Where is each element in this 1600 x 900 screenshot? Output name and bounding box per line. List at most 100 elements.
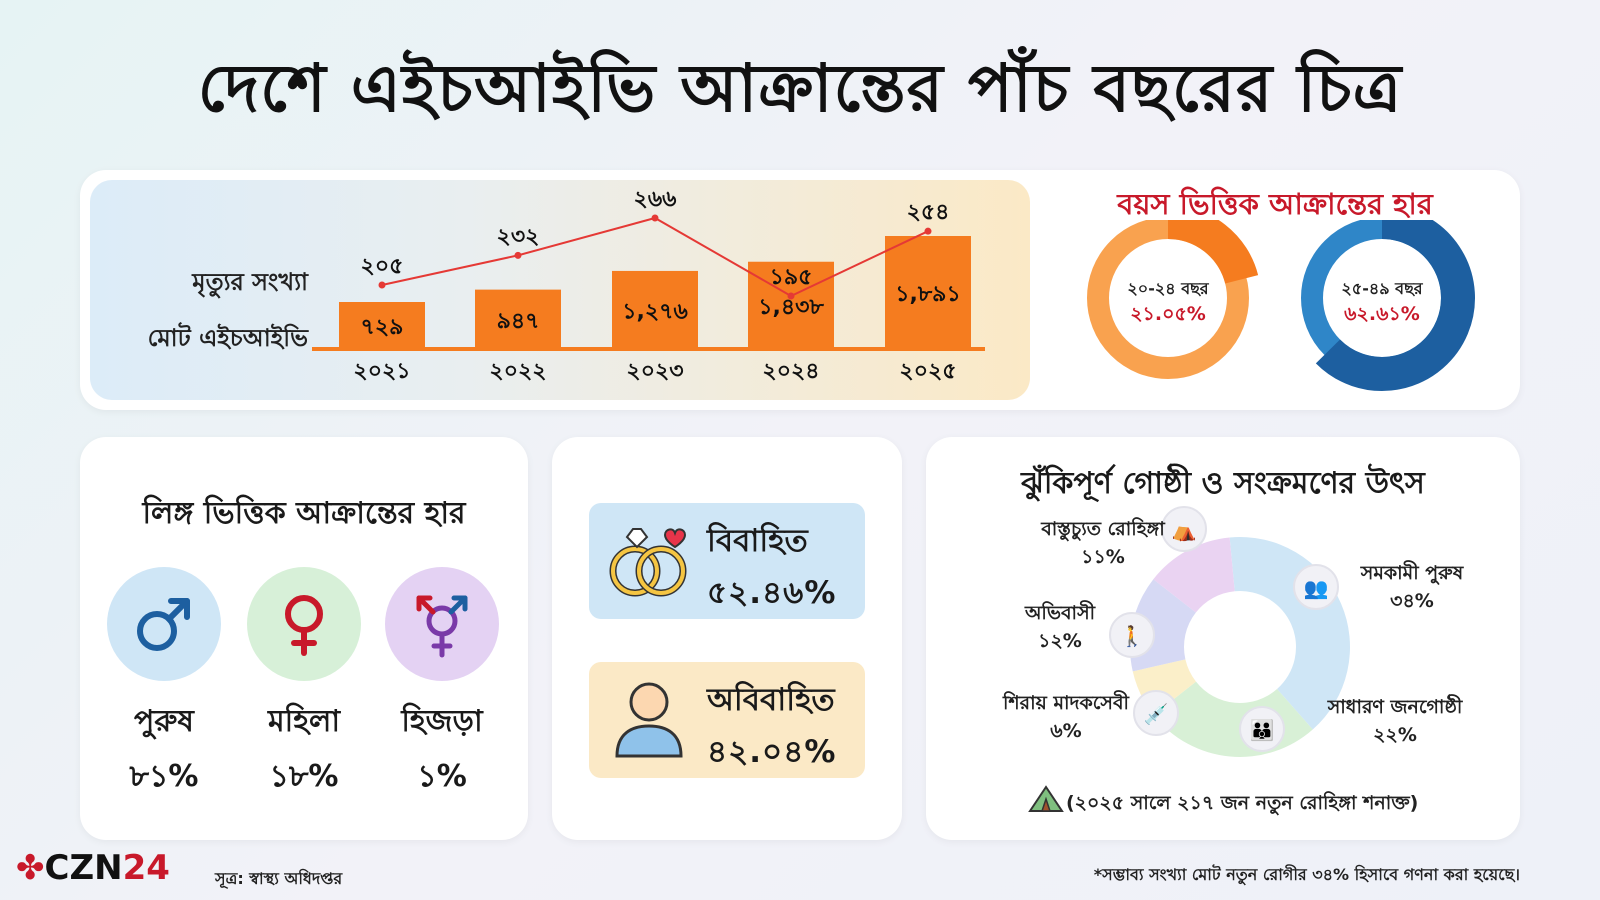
deaths-label-4: ২৫৪ — [907, 200, 950, 225]
transgender-circle — [385, 567, 499, 681]
people-group-badge-icon-bg — [1239, 706, 1285, 752]
gender-card: লিঙ্গ ভিত্তিক আক্রান্তের হার পুরুষ ৮১% ম… — [80, 437, 528, 840]
married-label: বিবাহিত — [707, 523, 808, 559]
deaths-point-0 — [378, 281, 386, 289]
general-name: সাধারণ জনগোষ্ঠী — [1327, 696, 1463, 718]
idu-name: শিরায় মাদকসেবী — [1003, 692, 1129, 714]
risk-chart-title: ঝুঁকিপূর্ণ গোষ্ঠী ও সংক্রমণের উৎস — [1021, 466, 1425, 501]
transgender-symbol-icon — [416, 595, 468, 658]
people-group-badge-icon: 👪 — [1250, 718, 1275, 742]
transgender-value: ১% — [417, 759, 467, 794]
year-label-3: ২০২৪ — [762, 359, 819, 384]
bar-label-0: ৭২৯ — [361, 315, 404, 340]
risk-label-migrant: অভিবাসী ১২% — [990, 599, 1130, 655]
footnote-text: *সম্ভাব্য সংখ্যা মোট নতুন রোগীর ৩৪% হিসা… — [1093, 865, 1520, 884]
rohingya-value: ১১% — [1081, 546, 1125, 568]
year-label-4: ২০২৫ — [899, 359, 956, 384]
source-text: সূত্র: স্বাস্থ্য অধিদপ্তর — [215, 869, 343, 888]
female-label: মহিলা — [267, 704, 341, 739]
deaths-point-3 — [787, 292, 795, 300]
gender-item-male: পুরুষ ৮১% — [104, 567, 224, 803]
unmarried-label: অবিবাহিত — [707, 682, 835, 718]
tent-badge-icon-bg — [1161, 506, 1207, 552]
risk-donut-chart: ⛺ 👥 👪 💉 🚶 — [1109, 506, 1350, 757]
syringe-badge-icon-bg — [1133, 690, 1179, 736]
female-symbol-icon — [285, 595, 323, 656]
migrant-badge-icon-bg — [1109, 612, 1155, 658]
wedding-rings-icon — [609, 528, 687, 597]
logo-num: 24 — [122, 848, 170, 888]
men-couple-badge-icon: 👥 — [1304, 576, 1329, 600]
male-symbol-icon — [137, 598, 190, 651]
bar-total-4 — [885, 236, 971, 348]
year-label-0: ২০২১ — [353, 359, 410, 384]
age-label-1: ২৫-৪৯ বছর — [1341, 279, 1423, 298]
age-donut-chart: ২০-২৪ বছর ২১.০৫% ২৫-৪৯ বছর ৬২.৬১% — [1087, 220, 1475, 391]
deaths-point-4 — [924, 227, 932, 235]
male-value: ৮১% — [129, 759, 199, 794]
age-arc-0 — [1167, 220, 1259, 285]
msm-name: সমকামী পুরুষ — [1360, 562, 1464, 584]
migrant-badge-icon: 🚶 — [1120, 624, 1145, 648]
age-value-0: ২১.০৫% — [1130, 303, 1206, 325]
czn24-logo: ✤CZN24 — [16, 848, 170, 888]
syringe-badge-icon: 💉 — [1144, 702, 1169, 726]
deaths-point-1 — [514, 251, 522, 259]
general-value: ২২% — [1373, 724, 1417, 746]
deaths-label-0: ২০৫ — [361, 254, 404, 279]
married-box: বিবাহিত ৫২.৪৬% — [589, 503, 865, 619]
idu-value: ৬% — [1050, 720, 1082, 742]
migrant-name: অভিবাসী — [1024, 602, 1096, 624]
deaths-label-1: ২৩২ — [497, 224, 540, 249]
bar-total-2 — [612, 270, 698, 348]
risk-label-idu: শিরায় মাদকসেবী ৬% — [976, 689, 1156, 745]
person-icon — [615, 682, 683, 758]
risk-slice-4 — [1153, 537, 1235, 613]
risk-label-msm: সমকামী পুরুষ ৩৪% — [1332, 559, 1492, 615]
page-title: দেশে এইচআইভি আক্রান্তের পাঁচ বছরের চিত্র — [197, 50, 1403, 127]
rohingya-name: বাস্তুচ্যুত রোহিঙ্গা — [1041, 518, 1165, 540]
male-label: পুরুষ — [134, 704, 194, 739]
risk-label-general: সাধারণ জনগোষ্ঠী ২২% — [1300, 693, 1490, 749]
bar-total-0 — [339, 302, 425, 348]
bar-label-2: ১,২৭৬ — [622, 299, 688, 324]
male-circle — [107, 567, 221, 681]
gender-item-female: মহিলা ১৮% — [244, 567, 364, 803]
age-hole-0 — [1111, 241, 1225, 355]
deaths-row-label: মৃত্যুর সংখ্যা — [192, 268, 308, 296]
year-label-2: ২০২৩ — [626, 359, 683, 384]
bar-total-3 — [748, 261, 834, 348]
age-chart-title: বয়স ভিত্তিক আক্রান্তের হার — [1117, 187, 1433, 221]
men-couple-badge-icon-bg — [1293, 564, 1339, 610]
age-hole-1 — [1325, 241, 1439, 355]
gender-item-transgender: হিজড়া ১% — [382, 567, 502, 803]
bar-label-4: ১,৮৯১ — [895, 282, 960, 307]
bar-label-1: ৯৪৭ — [497, 309, 540, 334]
logo-mark-icon: ✤ — [16, 848, 45, 888]
tent-badge-icon: ⛺ — [1172, 518, 1197, 542]
msm-value: ৩৪% — [1390, 590, 1434, 612]
total-row-label: মোট এইচআইভি — [147, 324, 308, 352]
logo-text: CZN — [44, 848, 123, 888]
transgender-label: হিজড়া — [401, 704, 483, 739]
risk-card: ঝুঁকিপূর্ণ গোষ্ঠী ও সংক্রমণের উৎস ⛺ 👥 👪 💉 🚶 … — [926, 437, 1520, 840]
unmarried-value: ৪২.০৪% — [707, 734, 837, 770]
unmarried-box: অবিবাহিত ৪২.০৪% — [589, 662, 865, 778]
deaths-label-2: ২৬৬ — [634, 187, 677, 212]
age-arc-1 — [1315, 220, 1475, 391]
marital-card: বিবাহিত ৫২.৪৬% অবিবাহিত ৪২.০৪% — [552, 437, 902, 840]
female-value: ১৮% — [269, 759, 339, 794]
risk-label-rohingya: বাস্তুচ্যুত রোহিঙ্গা ১১% — [998, 515, 1208, 571]
deaths-label-3: ১৯৫ — [770, 265, 813, 290]
married-value: ৫২.৪৬% — [707, 575, 837, 611]
gender-title: লিঙ্গ ভিত্তিক আক্রান্তের হার — [142, 496, 466, 531]
trend-panel: মৃত্যুর সংখ্যা মোট এইচআইভি ৭২৯ ২০২১ ৯৪৭ ২০২… — [90, 180, 1030, 400]
year-label-1: ২০২২ — [489, 359, 546, 384]
female-circle — [247, 567, 361, 681]
rohingya-note: (২০২৫ সালে ২১৭ জন নতুন রোহিঙ্গা শনাক্ত) — [1066, 792, 1419, 814]
trend-chart: ৭২৯২০২১৯৪৭২০২২১,২৭৬২০২৩১,৪৩৮২০২৪১,৮৯১২০২… — [312, 187, 985, 384]
deaths-point-2 — [651, 214, 659, 222]
top-card: মৃত্যুর সংখ্যা মোট এইচআইভি ৭২৯ ২০২১ ৯৪৭ ২০২… — [80, 170, 1520, 410]
age-value-1: ৬২.৬১% — [1344, 303, 1420, 325]
bar-total-1 — [475, 289, 561, 348]
